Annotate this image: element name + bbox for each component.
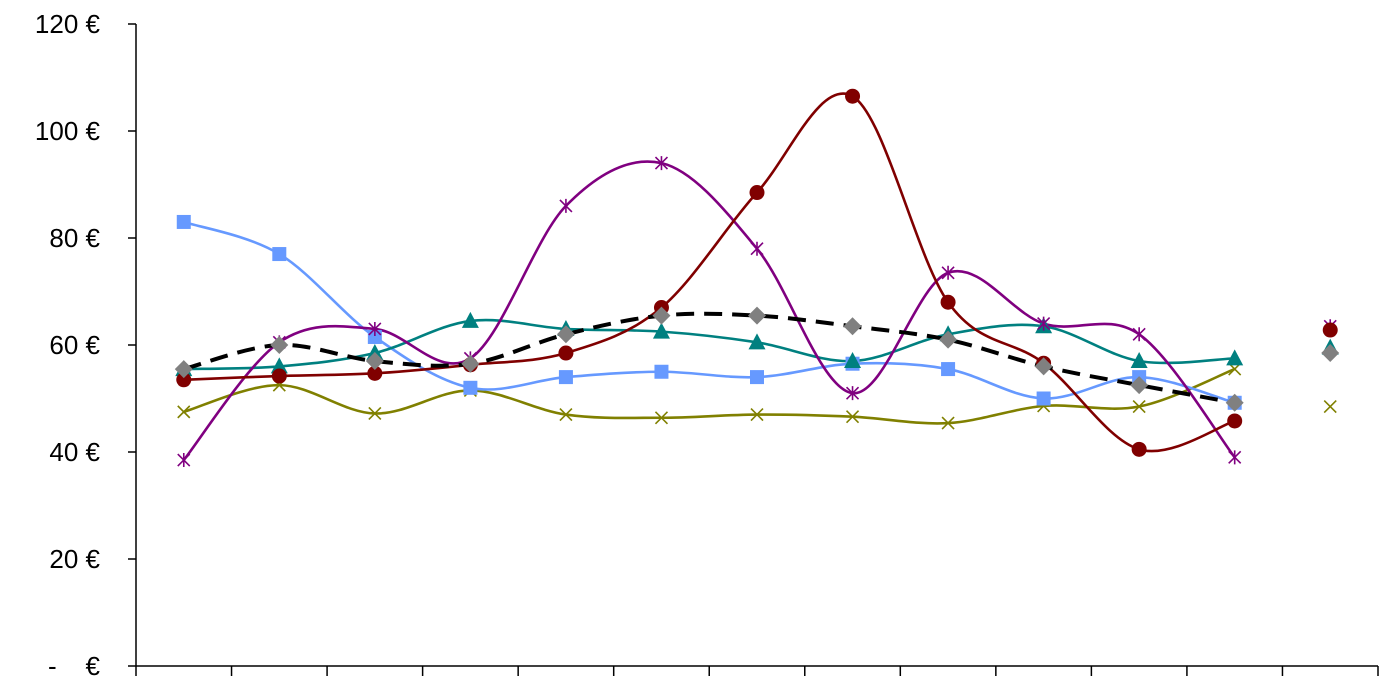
series-3-point-12 — [1226, 349, 1244, 366]
series-2-point-7 — [750, 370, 764, 385]
series-4-point-1 — [177, 453, 191, 468]
series-3-point-11 — [1130, 352, 1148, 369]
series-4-point-8 — [845, 386, 860, 401]
y-tick-label: 20 € — [49, 544, 100, 574]
series-2-point-5 — [558, 370, 573, 385]
series-1-point-5 — [559, 407, 573, 422]
series-3-point-7 — [748, 333, 766, 350]
y-tick-label: 80 € — [49, 223, 100, 253]
series-1-point-1 — [177, 405, 191, 419]
series-markers — [174, 88, 1340, 468]
series-6-point-1 — [174, 360, 193, 379]
series-2-point-4 — [463, 380, 478, 395]
series-4-point-6 — [654, 156, 669, 171]
series-5-point-7 — [749, 185, 765, 201]
series-6-point-13 — [1321, 344, 1340, 363]
series-3-point-2 — [270, 357, 288, 374]
series-6-line — [183, 311, 1236, 405]
series-5-point-8 — [845, 88, 861, 104]
series-4-point-12 — [1228, 450, 1242, 465]
series-6-point-4 — [461, 354, 480, 373]
series-6-point-11 — [1130, 376, 1149, 395]
series-3-point-8 — [844, 352, 862, 369]
series-5-point-1 — [176, 372, 192, 388]
series-4-point-10 — [1037, 316, 1051, 331]
series-1-point-8 — [845, 410, 860, 424]
series-1-point-3 — [368, 406, 382, 421]
series-2-line — [182, 220, 1236, 405]
series-1-point-6 — [654, 411, 669, 425]
series-5-point-9 — [940, 294, 956, 310]
series-6-point-3 — [365, 352, 384, 371]
series-4-point-9 — [941, 265, 955, 280]
y-tick-label: 120 € — [35, 9, 101, 39]
series-6-point-2 — [270, 336, 289, 354]
series-3-point-4 — [461, 311, 479, 328]
series-4-point-3 — [368, 321, 382, 336]
y-axis-tick-labels: 120 € 100 € 80 € 60 € 40 € 20 € - € — [35, 9, 101, 681]
series-2-point-1 — [176, 214, 191, 229]
series-6-point-7 — [748, 306, 766, 325]
series-5-point-2 — [271, 368, 287, 384]
series-lines — [182, 92, 1236, 462]
series-4-point-5 — [559, 198, 573, 213]
series-6-point-10 — [1034, 357, 1053, 376]
series-2-point-9 — [941, 362, 956, 377]
y-tick-label: 100 € — [35, 116, 101, 146]
series-4-point-11 — [1132, 327, 1146, 342]
series-1-line — [182, 367, 1236, 425]
series-4-point-7 — [750, 241, 764, 256]
series-5-point-5 — [558, 345, 574, 361]
series-1-point-9 — [941, 416, 955, 430]
series-6-point-5 — [556, 325, 575, 344]
series-6-point-6 — [652, 306, 671, 325]
series-3-point-6 — [652, 322, 670, 339]
series-5-point-11 — [1131, 441, 1147, 457]
series-4-line — [182, 160, 1236, 462]
y-tick-label: - € — [48, 651, 101, 681]
series-5-point-13 — [1322, 322, 1338, 338]
series-5-point-3 — [367, 365, 383, 381]
axes — [128, 23, 1379, 676]
series-5-line — [182, 92, 1236, 453]
y-tick-label: 60 € — [49, 330, 100, 360]
series-2-point-2 — [272, 247, 287, 262]
series-6-point-8 — [843, 317, 862, 336]
series-1-point-13 — [1323, 399, 1337, 414]
series-3-point-3 — [366, 344, 384, 361]
series-6-point-12 — [1225, 393, 1244, 412]
series-2-point-10 — [1036, 391, 1051, 406]
series-5-point-12 — [1227, 413, 1243, 429]
series-2-point-6 — [654, 364, 669, 379]
y-tick-label: 40 € — [49, 437, 100, 467]
series-6-point-9 — [939, 330, 958, 349]
series-1-point-11 — [1132, 399, 1146, 414]
series-1-point-7 — [750, 407, 764, 422]
